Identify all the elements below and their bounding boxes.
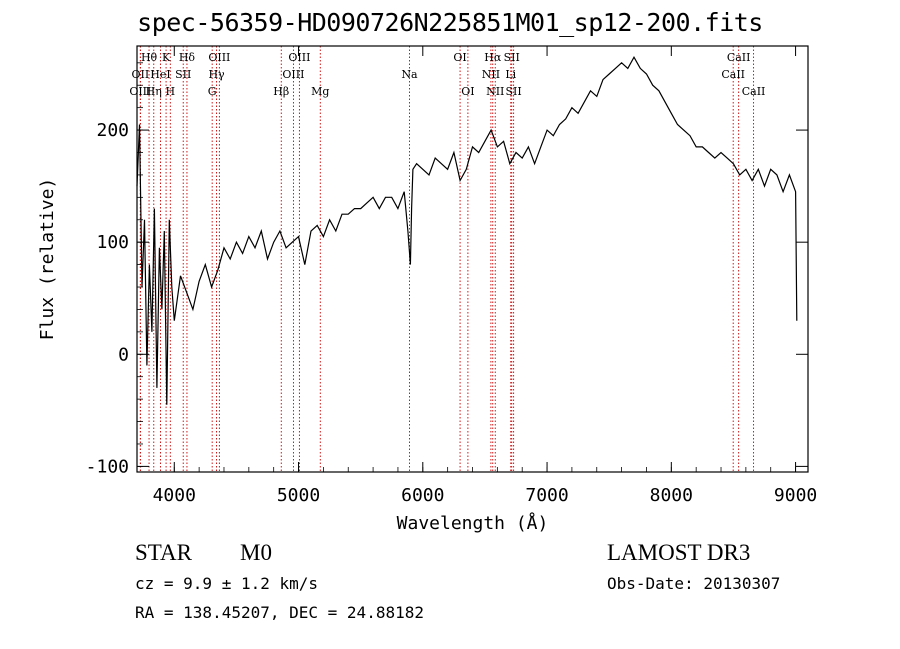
line-label-2: OIII: [129, 85, 151, 98]
obs-date: Obs-Date: 20130307: [607, 574, 781, 593]
line-label-24: SII: [506, 85, 522, 98]
line-label-10: Hγ: [208, 68, 225, 81]
line-label-19: Hα: [484, 51, 502, 64]
line-label-20: NII: [482, 68, 500, 81]
plot-frame: [136, 45, 809, 473]
x-tick-label-2: 6000: [401, 485, 444, 506]
line-label-16: Na: [401, 68, 418, 81]
line-label-4: HeI: [150, 68, 170, 81]
spectral-subclass: M0: [240, 540, 272, 565]
line-label-23: Li: [505, 68, 516, 81]
spectrum-series-line: [136, 55, 798, 405]
line-label-7: H: [166, 85, 176, 98]
line-label-0: Hθ: [141, 51, 158, 64]
x-tick-label-4: 8000: [650, 485, 693, 506]
y-tick-label-3: 200: [96, 120, 129, 141]
line-label-1: OII: [131, 68, 149, 81]
axis-ticks: 4000 5000 6000 7000 8000 9000 -100 0 100 200: [86, 46, 817, 506]
line-label-18: OI: [461, 85, 474, 98]
x-tick-label-5: 9000: [774, 485, 817, 506]
line-label-21: NII: [486, 85, 504, 98]
line-label-3: K: [162, 51, 171, 64]
line-label-9: OIII: [208, 51, 230, 64]
x-tick-label-3: 7000: [525, 485, 568, 506]
y-tick-label-1: 0: [118, 344, 129, 365]
x-tick-label-1: 5000: [277, 485, 320, 506]
emission-line-markers: [139, 46, 755, 472]
line-label-11: G: [208, 85, 217, 98]
y-tick-label-0: -100: [86, 456, 129, 477]
spectral-class: STAR: [135, 540, 192, 565]
line-label-22: SII: [504, 51, 520, 64]
line-label-5: Hη: [146, 85, 162, 98]
line-label-14: Hβ: [273, 85, 289, 98]
line-label-27: CaII: [742, 85, 766, 98]
line-label-13: OIII: [282, 68, 304, 81]
line-label-8: Hδ: [179, 51, 196, 64]
line-label-15: Mg: [311, 85, 329, 98]
line-label-25: CaII: [727, 51, 751, 64]
redshift-text: cz = 9.9 ± 1.2 km/s: [135, 574, 319, 593]
survey-label: LAMOST DR3: [607, 540, 751, 565]
emission-line-labels: Hθ OII OIII K HeI Hη SII H Hδ OIII Hγ G OIII OIII Hβ Mg…: [129, 51, 765, 98]
x-tick-label-0: 4000: [153, 485, 196, 506]
x-axis-label: Wavelength (Å): [397, 512, 549, 534]
line-label-26: CaII: [721, 68, 745, 81]
chart-title: spec-56359-HD090726N225851M01_sp12-200.f…: [137, 8, 763, 37]
y-tick-label-2: 100: [96, 232, 129, 253]
y-axis-label: Flux (relative): [37, 178, 58, 341]
line-label-6: SII: [175, 68, 191, 81]
line-label-17: OI: [453, 51, 466, 64]
line-label-12: OIII: [288, 51, 310, 64]
coordinates: RA = 138.45207, DEC = 24.88182: [135, 603, 424, 622]
